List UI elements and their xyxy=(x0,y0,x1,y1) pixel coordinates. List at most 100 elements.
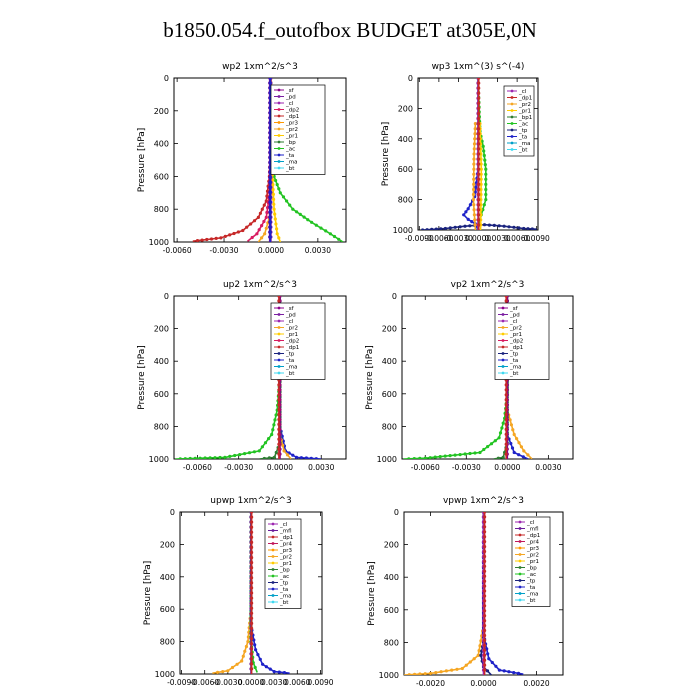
series-marker_ta xyxy=(464,210,468,214)
x-tick-label: 0.0000 xyxy=(465,234,491,243)
legend-entry: _ma xyxy=(285,365,297,371)
series-marker_pr2 xyxy=(434,671,438,675)
series-marker_dp1 xyxy=(250,591,254,595)
series-marker_dp1 xyxy=(504,447,508,451)
legend-marker xyxy=(277,365,281,368)
series-marker_ac xyxy=(314,223,318,227)
x-tick-label: -0.0060 xyxy=(163,246,192,255)
legend-marker xyxy=(277,313,281,316)
series-marker_tp xyxy=(512,225,516,229)
series-marker_pr2 xyxy=(246,640,250,644)
series-marker_ac xyxy=(198,456,202,459)
y-axis-label: Pressure [hPa] xyxy=(143,561,153,626)
legend-entry: _ma xyxy=(526,592,538,598)
series-marker_pr2 xyxy=(243,649,247,653)
series-marker_ac xyxy=(257,449,261,453)
series-marker_dp1 xyxy=(483,668,487,672)
series-marker_pr2 xyxy=(508,418,512,422)
series-marker_dp1 xyxy=(483,535,487,539)
chart-title: wp3 1xm^(3) s^(-4) xyxy=(432,62,525,72)
series-marker_ac xyxy=(324,229,328,233)
series-marker_pr2 xyxy=(240,659,244,663)
series-marker_pr2 xyxy=(241,654,245,658)
series-marker_ac xyxy=(481,144,485,148)
series-marker_ac xyxy=(193,456,197,459)
legend-entry: _cl xyxy=(518,89,527,95)
series-marker_dp1 xyxy=(504,398,508,402)
legend-marker xyxy=(518,520,522,524)
legend-marker xyxy=(501,306,505,310)
legend-marker xyxy=(510,115,514,119)
series-marker_ta xyxy=(291,453,295,457)
legend-entry: _bt xyxy=(285,166,295,172)
series-marker_dp1 xyxy=(477,182,481,186)
series-marker_ac xyxy=(218,455,222,459)
series-marker_ta xyxy=(512,671,516,675)
legend-entry: _ac xyxy=(279,574,289,580)
legend-entry: _dp1 xyxy=(526,533,540,539)
x-tick-label: -0.0090 xyxy=(405,234,434,243)
series-marker_dp1 xyxy=(250,576,254,580)
series-marker_ta xyxy=(268,235,272,239)
series-marker_tp xyxy=(502,224,506,228)
series-marker_dp1 xyxy=(277,383,281,387)
y-tick-label: 400 xyxy=(154,140,169,149)
legend-marker xyxy=(510,135,514,138)
series-marker_dp1 xyxy=(477,91,481,95)
series-marker_tp xyxy=(453,225,457,229)
series-marker_dp1 xyxy=(477,101,481,105)
series-line_ac xyxy=(175,296,281,459)
y-tick-label: 200 xyxy=(160,540,175,549)
series-marker_ta xyxy=(268,180,272,184)
y-tick-label: 0 xyxy=(170,508,175,517)
series-marker_ta xyxy=(254,648,258,652)
legend-marker xyxy=(277,147,281,150)
legend-marker xyxy=(510,96,514,99)
legend-marker xyxy=(518,598,522,602)
series-marker_pr1 xyxy=(271,183,275,187)
series-marker_dp1 xyxy=(504,452,508,456)
series-marker_tp xyxy=(522,226,526,230)
series-marker_ac xyxy=(332,234,337,239)
series-marker_dp1 xyxy=(483,520,487,524)
series-marker_dp1 xyxy=(477,203,481,207)
y-tick-label: 0 xyxy=(164,292,169,301)
series-marker_tp xyxy=(485,669,490,673)
series-marker_pr1 xyxy=(273,212,277,216)
series-marker_dp1 xyxy=(277,437,281,441)
series-marker_ac xyxy=(448,454,452,458)
series-marker_pr1 xyxy=(479,198,483,202)
legend-entry: _cl xyxy=(509,319,518,325)
series-marker_dp1 xyxy=(477,127,481,131)
series-marker_dp1 xyxy=(483,604,487,608)
series-marker_ac xyxy=(273,418,277,422)
y-tick-label: 600 xyxy=(160,605,175,614)
series-marker_pr2 xyxy=(444,669,448,673)
series-marker_dp2 xyxy=(265,210,269,215)
series-marker_pr1 xyxy=(272,202,276,206)
legend-entry: _tp xyxy=(509,352,519,358)
y-tick-label: 800 xyxy=(382,422,397,431)
series-marker_dp1 xyxy=(483,594,487,598)
series-marker_ta xyxy=(256,653,260,657)
series-marker_ta xyxy=(258,657,262,662)
series-marker_dp1 xyxy=(477,78,481,80)
x-tick-label: 0.0060 xyxy=(284,678,310,687)
series-marker_ta xyxy=(268,185,272,189)
series-marker_dp1 xyxy=(483,530,487,534)
series-marker_pr1 xyxy=(272,207,276,211)
series-marker_pr2 xyxy=(472,182,476,186)
series-marker_dp1 xyxy=(277,412,281,417)
legend-entry: _pr1 xyxy=(285,134,298,140)
series-marker_pr2 xyxy=(455,667,459,671)
series-group xyxy=(421,78,537,230)
series-marker_ta xyxy=(268,200,272,204)
legend-marker xyxy=(277,339,281,342)
series-marker_dp1 xyxy=(250,535,254,539)
y-tick-label: 600 xyxy=(154,172,169,181)
x-tick-label: -0.0030 xyxy=(444,234,473,243)
series-marker_ta xyxy=(268,667,272,671)
series-marker_dp1 xyxy=(214,236,218,240)
series-marker_ta xyxy=(268,78,272,80)
